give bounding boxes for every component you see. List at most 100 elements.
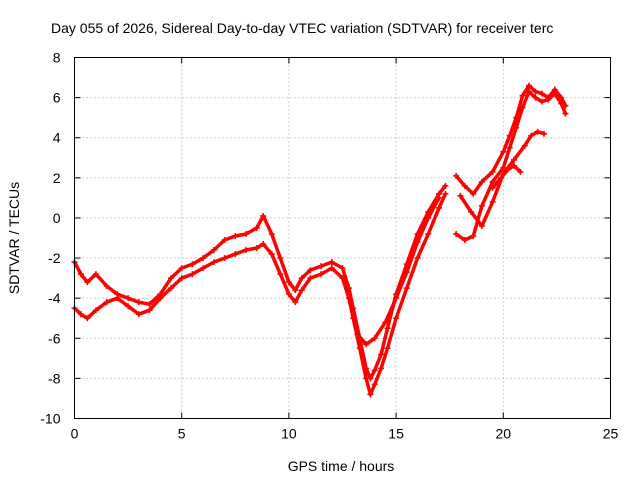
data-point [243, 230, 250, 237]
data-point [498, 174, 505, 181]
data-point [200, 265, 207, 272]
data-point [135, 299, 142, 306]
data-point [468, 208, 475, 215]
y-axis-label: SDTVAR / TECUs [6, 182, 22, 294]
data-point [461, 182, 468, 189]
data-point [511, 156, 518, 163]
data-layer [71, 82, 569, 398]
data-point [221, 237, 228, 244]
x-axis-label: GPS time / hours [288, 458, 395, 474]
data-point [363, 341, 370, 348]
data-point [345, 285, 352, 292]
data-point [384, 325, 391, 332]
data-point [210, 247, 217, 254]
data-point [298, 275, 305, 282]
data-point [125, 295, 132, 302]
data-point [519, 92, 526, 99]
data-point [363, 365, 370, 372]
series-line-5 [458, 129, 546, 228]
data-point [232, 251, 239, 258]
data-point [328, 265, 335, 272]
data-point [285, 291, 292, 298]
data-point [260, 241, 267, 248]
data-point [221, 255, 228, 262]
data-point [558, 94, 565, 101]
data-point [403, 285, 410, 292]
data-point [403, 269, 410, 276]
data-point [393, 295, 400, 302]
data-point [77, 271, 84, 278]
data-point [292, 287, 299, 294]
x-tick-label: 20 [496, 426, 512, 442]
data-point [478, 178, 485, 185]
data-point [489, 178, 496, 185]
data-point [167, 275, 174, 282]
data-point [253, 224, 260, 231]
data-point [532, 94, 539, 101]
data-point [382, 319, 389, 326]
data-point [504, 166, 511, 173]
data-point [371, 335, 378, 342]
data-point [562, 102, 569, 109]
data-point [92, 271, 99, 278]
data-point [92, 307, 99, 314]
data-point [103, 299, 110, 306]
data-point [84, 315, 91, 322]
data-point [339, 265, 346, 272]
data-point [354, 331, 361, 338]
data-point [435, 204, 442, 211]
x-tick-label: 5 [178, 426, 186, 442]
data-point [232, 232, 239, 239]
data-point [511, 162, 518, 169]
data-point [146, 307, 153, 314]
series-line-4 [454, 83, 568, 196]
data-point [551, 86, 558, 93]
data-point [268, 230, 275, 237]
data-point [545, 94, 552, 101]
data-point [114, 291, 121, 298]
data-point [298, 287, 305, 294]
data-point [435, 194, 442, 201]
data-point [470, 232, 477, 239]
data-point [478, 202, 485, 209]
data-point [103, 283, 110, 290]
data-point [157, 291, 164, 298]
y-tick-label: -6 [48, 330, 61, 346]
data-point [442, 190, 449, 197]
data-point [371, 367, 378, 374]
data-point [125, 303, 132, 310]
data-point [77, 311, 84, 318]
data-point [189, 271, 196, 278]
data-point [243, 247, 250, 254]
data-point [328, 259, 335, 266]
data-point [318, 263, 325, 270]
plot-frame [74, 57, 611, 419]
data-point [526, 82, 533, 89]
data-point [500, 148, 507, 155]
data-point [378, 351, 385, 358]
data-point [425, 230, 432, 237]
grid-layer [74, 57, 611, 419]
data-point [521, 142, 528, 149]
data-point [307, 267, 314, 274]
x-tick-label: 0 [71, 426, 79, 442]
data-point [517, 168, 524, 175]
data-point [178, 275, 185, 282]
data-point [307, 275, 314, 282]
data-point [562, 110, 569, 117]
data-point [461, 237, 468, 244]
data-point [489, 184, 496, 191]
data-point [350, 305, 357, 312]
data-point [393, 315, 400, 322]
data-point [146, 301, 153, 308]
data-point [541, 130, 548, 137]
series-line-1 [72, 184, 448, 381]
data-point [318, 271, 325, 278]
tick-layer: 0 5 10 15 20 25 -10 -8 -6 -4 -2 0 2 4 6 8 [40, 50, 618, 442]
data-point [414, 255, 421, 262]
data-point [371, 381, 378, 388]
series-line-2 [355, 196, 441, 347]
data-point [453, 230, 460, 237]
data-point [534, 128, 541, 135]
